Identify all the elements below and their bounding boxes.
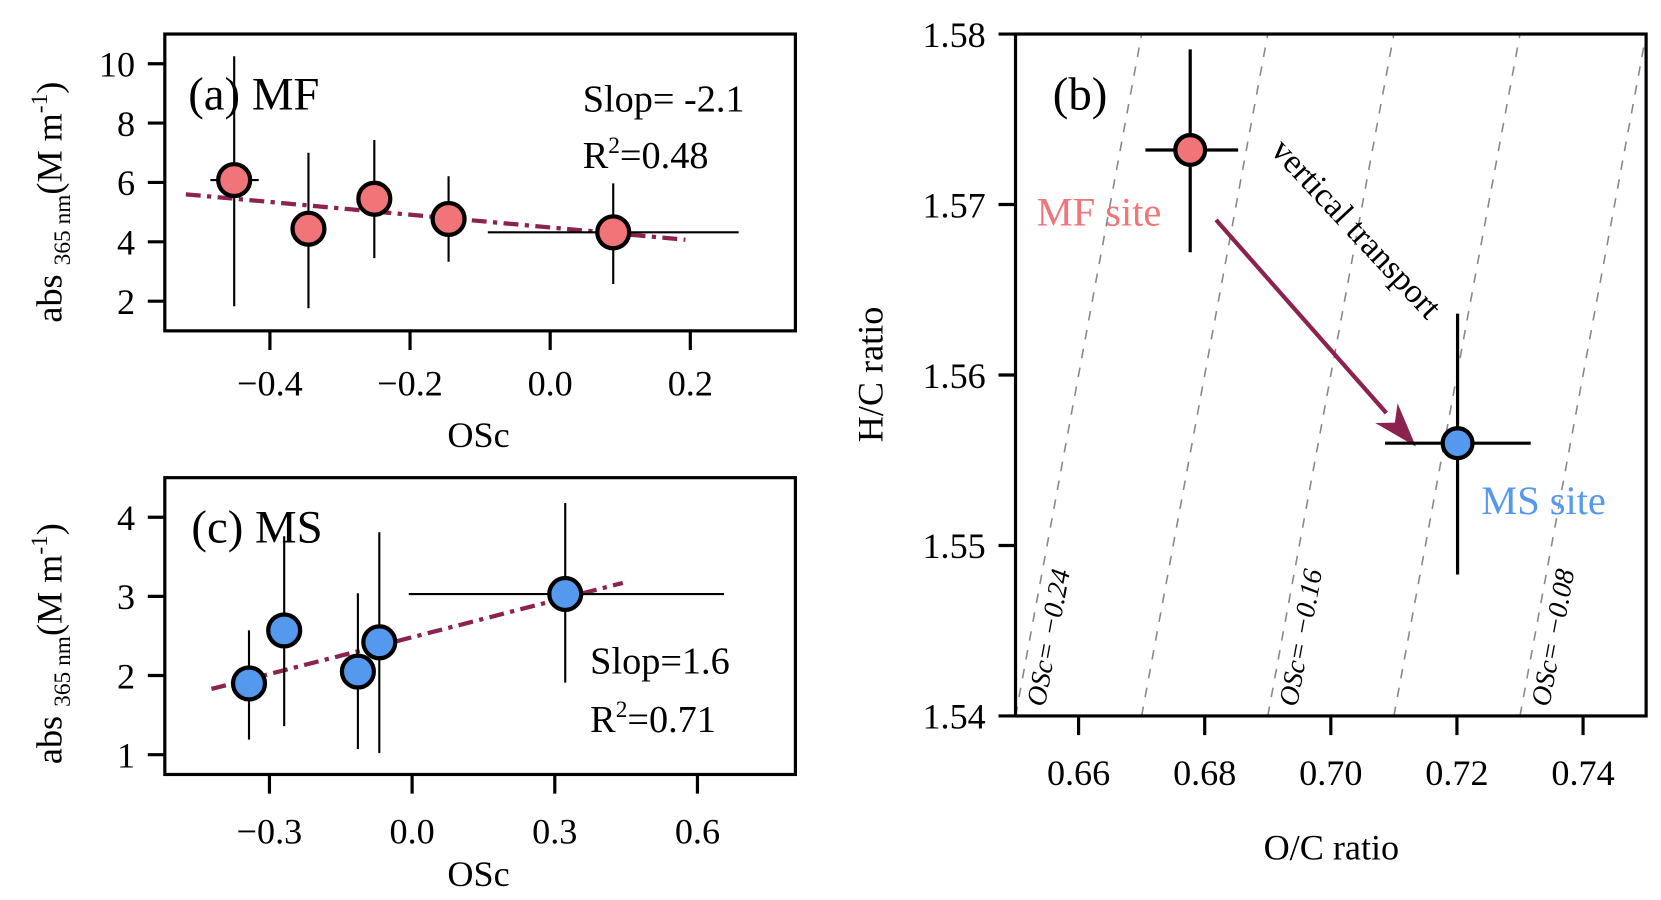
slope-annotation: Slop= -2.1 [583,79,745,121]
y-axis-title: H/C ratio [851,307,891,443]
x-tick-label: −0.2 [377,364,443,404]
y-tick-label: 10 [99,44,135,84]
r2-r: R [590,699,616,741]
transport-arrow-head [1375,403,1416,447]
data-point-group [266,536,303,727]
panel-b: OSc= −0.24 OSc= −0.16 OSc= −0.08 0.66 0.68 0.… [851,15,1648,868]
y-tick-label: 1.57 [922,185,985,225]
data-point-group [230,630,268,740]
x-tick-label: 0.6 [675,812,720,852]
data-point [230,665,268,702]
data-point-group [210,56,259,307]
x-axis-title: OSc [447,854,509,894]
data-point [339,653,376,690]
r2-value: =0.71 [627,699,716,741]
site-label: MF site [1037,190,1162,235]
y-title-unit: (M m [30,555,70,636]
x-tick-label: 0.66 [1047,753,1110,793]
panel-c: −0.3 0.0 0.3 0.6 1 2 3 4 OSc abs 365 nm(M m-1) (c)… [27,476,798,894]
data-point [356,180,393,217]
y-tick-label: 6 [117,163,135,203]
data-point [266,612,303,649]
x-tick-label: 0.68 [1173,753,1236,793]
r2-r: R [583,135,609,177]
y-tick-label: 1 [117,735,135,775]
y-tick-label: 1.56 [922,356,985,396]
x-tick-label: 0.72 [1425,753,1488,793]
vertical-transport-label: vertical transport [1264,132,1449,327]
y-tick-label: 3 [117,577,135,617]
y-title-subscript: 365 nm [50,195,76,266]
data-point [547,575,584,613]
data-point-group: MS site [1385,313,1606,575]
y-axis-title: abs 365 nm(M m-1) [27,82,76,323]
y-title-superscript: -1 [27,535,53,554]
y-title-close: ) [30,523,70,535]
data-point [216,161,253,199]
x-tick-label: 0.0 [390,812,435,852]
data-point [290,210,327,247]
x-tick-label: 0.2 [668,364,713,404]
y-tick-label: 2 [117,656,135,696]
y-tick-label: 4 [117,223,135,263]
y-tick-label: 1.55 [922,526,985,566]
panel-label: (b) [1053,69,1108,121]
y-title-main: abs [30,707,70,764]
slope-annotation: Slop=1.6 [590,640,730,682]
site-label: MS site [1481,478,1606,523]
data-point-group [430,176,467,262]
y-title-close: ) [30,82,70,94]
r2-superscript: 2 [616,697,628,723]
y-tick-label: 8 [117,104,135,144]
data-point [430,200,467,238]
data-point-group [356,140,393,259]
transport-arrow-shaft [1214,218,1389,415]
x-tick-label: −0.4 [237,364,303,404]
r2-annotation: R2=0.71 [590,697,716,741]
osc-iso-line [1015,34,1143,716]
osc-iso-label: OSc= −0.08 [1525,566,1581,708]
x-axis-title: O/C ratio [1264,828,1400,868]
osc-iso-line [1140,34,1269,716]
data-point-group [290,152,327,309]
data-point [595,214,632,251]
x-tick-label: 0.70 [1299,753,1362,793]
y-tick-label: 2 [117,282,135,322]
panel-label: (a) MF [188,69,319,121]
osc-iso-label: OSc= −0.16 [1272,566,1328,708]
x-axis-title: OSc [447,415,509,455]
data-point [361,624,398,661]
x-tick-label: 0.0 [528,364,573,404]
data-point [1440,426,1475,461]
y-title-subscript: 365 nm [50,636,76,707]
y-tick-label: 1.58 [922,15,985,55]
x-tick-label: 0.3 [532,812,577,852]
y-title-unit: (M m [30,113,70,194]
r2-annotation: R2=0.48 [583,133,709,177]
data-point-group [361,532,398,754]
y-axis-title: abs 365 nm(M m-1) [27,523,76,764]
y-title-superscript: -1 [27,94,53,113]
panel-a: −0.4 −0.2 0.0 0.2 2 4 6 8 10 OSc abs 365 nm(M m-1)… [27,32,798,455]
data-point-group [339,593,376,750]
data-point [1173,132,1208,167]
y-title-main: abs [30,265,70,322]
r2-superscript: 2 [608,133,620,159]
data-point-group [408,502,725,683]
osc-iso-label: OSc= −0.24 [1020,566,1076,708]
x-tick-label: −0.3 [237,812,303,852]
y-tick-label: 4 [117,498,135,538]
r2-value: =0.48 [620,135,709,177]
plot-frame [163,476,798,777]
y-tick-label: 1.54 [922,697,985,737]
data-point-group [487,183,739,284]
osc-iso-line [1266,34,1395,716]
osc-iso-line [1519,34,1647,716]
x-tick-label: 0.74 [1551,753,1614,793]
panel-label: (c) MS [191,502,322,554]
data-point-group: MF site [1037,49,1239,253]
